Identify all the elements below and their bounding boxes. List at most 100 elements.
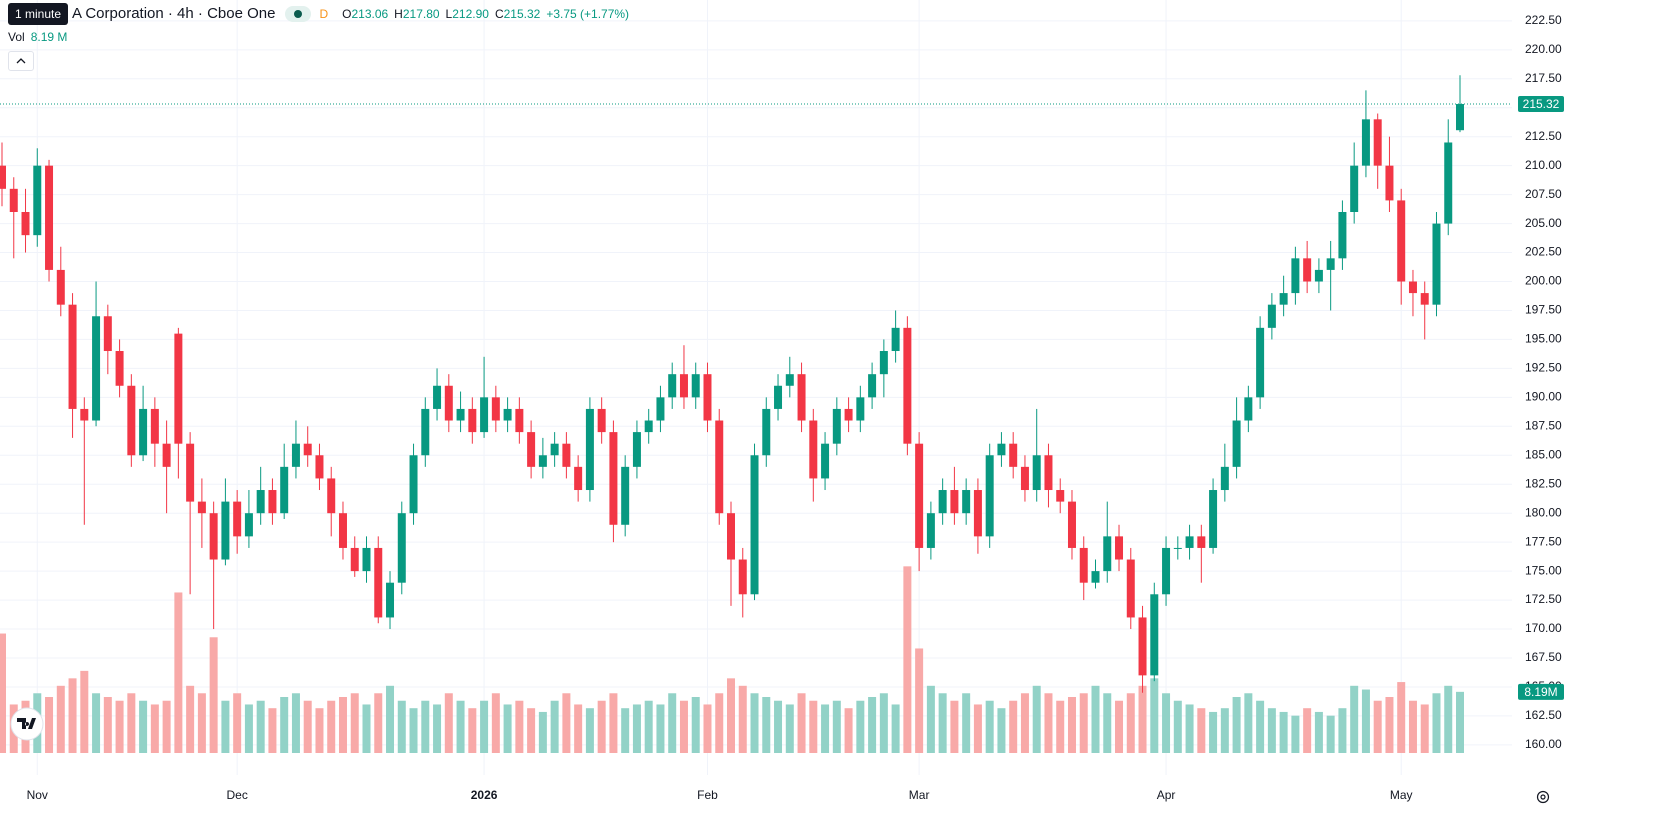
candle-body bbox=[550, 443, 559, 456]
volume-bar bbox=[221, 700, 230, 753]
candle-body bbox=[868, 374, 877, 398]
candle-body bbox=[103, 316, 112, 352]
volume-bar bbox=[1162, 693, 1171, 753]
y-tick-label: 207.50 bbox=[1525, 187, 1562, 201]
y-tick-label: 170.00 bbox=[1525, 621, 1562, 635]
candle-body bbox=[233, 501, 242, 537]
candle-body bbox=[1138, 617, 1147, 676]
volume-bar bbox=[303, 700, 312, 753]
symbol-title[interactable]: A Corporation · 4h · Cboe One bbox=[72, 5, 276, 22]
candle-body bbox=[715, 420, 724, 514]
candle-body bbox=[574, 466, 583, 491]
candle-body bbox=[456, 408, 465, 421]
candle-body bbox=[621, 466, 630, 525]
candle-body bbox=[1232, 420, 1241, 467]
volume-bar bbox=[1256, 700, 1265, 753]
ohlc-close: C215.32 bbox=[495, 7, 540, 21]
volume-bar bbox=[950, 700, 959, 753]
volume-bar bbox=[562, 693, 571, 753]
y-tick-label: 195.00 bbox=[1525, 332, 1562, 346]
volume-bar bbox=[1220, 708, 1229, 753]
candle-body bbox=[1338, 211, 1347, 259]
volume-bar bbox=[1267, 708, 1276, 753]
candle-body bbox=[68, 304, 77, 409]
y-tick-label: 197.50 bbox=[1525, 303, 1562, 317]
volume-bar bbox=[1103, 693, 1112, 753]
volume-bar bbox=[691, 697, 700, 753]
candle-body bbox=[33, 165, 42, 236]
data-badge[interactable]: D bbox=[319, 6, 329, 21]
volume-bar bbox=[1303, 708, 1312, 753]
volume-bar bbox=[527, 708, 536, 753]
volume-bar bbox=[1067, 697, 1076, 753]
volume-bar bbox=[973, 704, 982, 753]
candle-body bbox=[291, 443, 300, 467]
candle-body bbox=[750, 455, 759, 595]
candle-body bbox=[985, 455, 994, 537]
volume-bar bbox=[727, 678, 735, 753]
volume-bar bbox=[785, 704, 794, 753]
y-tick-label: 185.00 bbox=[1525, 447, 1562, 461]
candle-body bbox=[1185, 536, 1194, 548]
candle-body bbox=[632, 432, 641, 467]
volume-bar bbox=[1314, 711, 1323, 753]
candle-body bbox=[1420, 293, 1429, 305]
volume-bar bbox=[738, 685, 747, 753]
candle-body bbox=[9, 188, 18, 212]
candle-body bbox=[1397, 200, 1406, 282]
volume-bar bbox=[679, 700, 688, 753]
candle-body bbox=[1020, 466, 1029, 491]
volume-bar bbox=[468, 708, 477, 753]
volume-bar bbox=[1185, 704, 1194, 753]
x-tick-label: Dec bbox=[226, 788, 247, 802]
collapse-button[interactable] bbox=[8, 51, 34, 71]
candle-body bbox=[891, 327, 900, 352]
candle-body bbox=[139, 408, 148, 456]
candle-body bbox=[879, 351, 888, 375]
candle-body bbox=[1244, 397, 1253, 421]
candle-body bbox=[421, 408, 430, 456]
volume-bar bbox=[1091, 685, 1100, 753]
ohlc-value: 213.06 bbox=[351, 6, 389, 21]
y-tick-label: 182.50 bbox=[1525, 476, 1562, 490]
candle-body bbox=[1291, 258, 1300, 294]
candle-body bbox=[1385, 165, 1394, 201]
candle-body bbox=[1056, 490, 1065, 502]
candle-body bbox=[280, 466, 289, 514]
volume-bar bbox=[503, 704, 512, 753]
x-tick-label: Apr bbox=[1157, 788, 1176, 802]
volume-bar bbox=[244, 704, 253, 753]
volume-bar bbox=[115, 700, 124, 753]
volume-bar bbox=[1291, 715, 1300, 753]
volume-bar bbox=[538, 711, 547, 753]
candle-body bbox=[115, 351, 124, 386]
candle-body bbox=[1432, 223, 1441, 305]
candle-body bbox=[609, 432, 618, 525]
volume-bar bbox=[915, 648, 924, 753]
volume-bar bbox=[1150, 678, 1159, 753]
ohlc-value: 212.90 bbox=[452, 6, 489, 21]
candle-body bbox=[197, 501, 206, 514]
ohlc-open: O213.06 bbox=[342, 7, 388, 21]
volume-bar bbox=[1361, 689, 1370, 753]
settings-icon[interactable] bbox=[1536, 790, 1550, 804]
volume-value: 8.19 M bbox=[30, 30, 68, 44]
y-tick-label: 160.00 bbox=[1525, 737, 1562, 751]
volume-bar bbox=[750, 693, 759, 753]
volume-bar bbox=[1244, 693, 1253, 753]
volume-bar bbox=[1020, 693, 1029, 753]
x-tick-label: May bbox=[1390, 788, 1413, 802]
volume-bar bbox=[1408, 700, 1417, 753]
volume-bar bbox=[997, 708, 1006, 753]
candle-body bbox=[1150, 594, 1159, 676]
y-tick-label: 222.50 bbox=[1525, 13, 1562, 27]
market-status[interactable] bbox=[285, 5, 312, 22]
candle-body bbox=[1197, 536, 1206, 548]
candle-body bbox=[1032, 455, 1041, 491]
volume-bar bbox=[962, 693, 971, 753]
candle-body bbox=[386, 582, 395, 618]
y-tick-label: 217.50 bbox=[1525, 71, 1562, 85]
candle-body bbox=[1350, 165, 1359, 212]
candle-body bbox=[1079, 547, 1088, 583]
